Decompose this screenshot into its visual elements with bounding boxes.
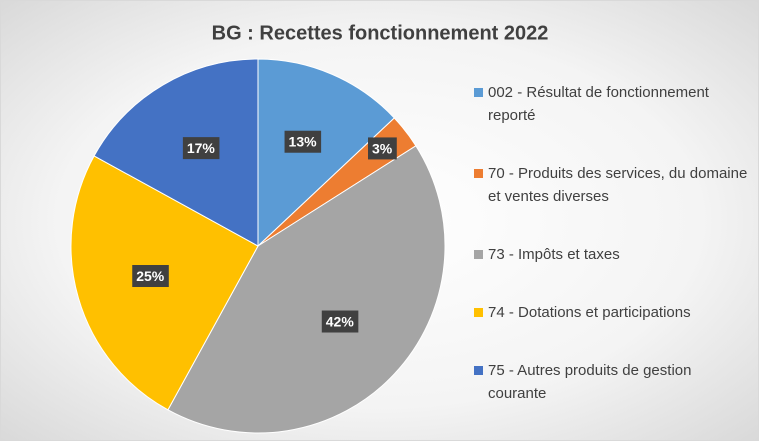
- pie-slice: [93, 58, 259, 247]
- legend-swatch: [474, 168, 483, 178]
- data-label: 25%: [132, 265, 169, 288]
- chart-title: BG : Recettes fonctionnement 2022: [212, 22, 549, 44]
- data-label-box: [182, 137, 220, 160]
- legend-item: 73 - Impôts et taxes: [474, 243, 749, 266]
- legend-swatch: [474, 308, 483, 318]
- legend-item: 70 - Produits des services, du domaine e…: [474, 162, 749, 208]
- data-label-box: [321, 310, 359, 333]
- legend-swatch: [474, 366, 483, 376]
- legend-item: 75 - Autres produits de gestion courante: [474, 359, 749, 405]
- data-label: 42%: [321, 310, 359, 333]
- data-label-box: [284, 130, 322, 153]
- legend-label: 70 - Produits des services, du domaine e…: [488, 164, 748, 205]
- legend-item: 002 - Résultat de fonctionnement reporté: [474, 81, 749, 127]
- data-label: 13%: [284, 130, 322, 153]
- legend-label: 74 - Dotations et participations: [488, 304, 691, 322]
- legend-label: 002 - Résultat de fonctionnement reporté: [488, 83, 709, 124]
- data-label-text: 3%: [372, 140, 393, 156]
- data-label-text: 42%: [326, 314, 355, 330]
- legend-swatch: [474, 249, 483, 259]
- data-label: 3%: [368, 137, 397, 160]
- data-label-text: 25%: [136, 268, 165, 284]
- pie-slice: [257, 58, 396, 248]
- data-label: 17%: [182, 137, 220, 160]
- legend-label: 75 - Autres produits de gestion courante: [488, 362, 692, 403]
- pie-slice: [167, 145, 446, 434]
- legend-item: 74 - Dotations et participations: [474, 301, 749, 324]
- data-label-text: 17%: [187, 140, 216, 156]
- data-label-text: 13%: [289, 134, 318, 150]
- data-label-box: [368, 137, 397, 160]
- legend-label: 73 - Impôts et taxes: [488, 245, 620, 263]
- data-label-box: [132, 265, 169, 288]
- legend: 002 - Résultat de fonctionnement reporté…: [474, 63, 749, 423]
- legend-swatch: [474, 87, 483, 97]
